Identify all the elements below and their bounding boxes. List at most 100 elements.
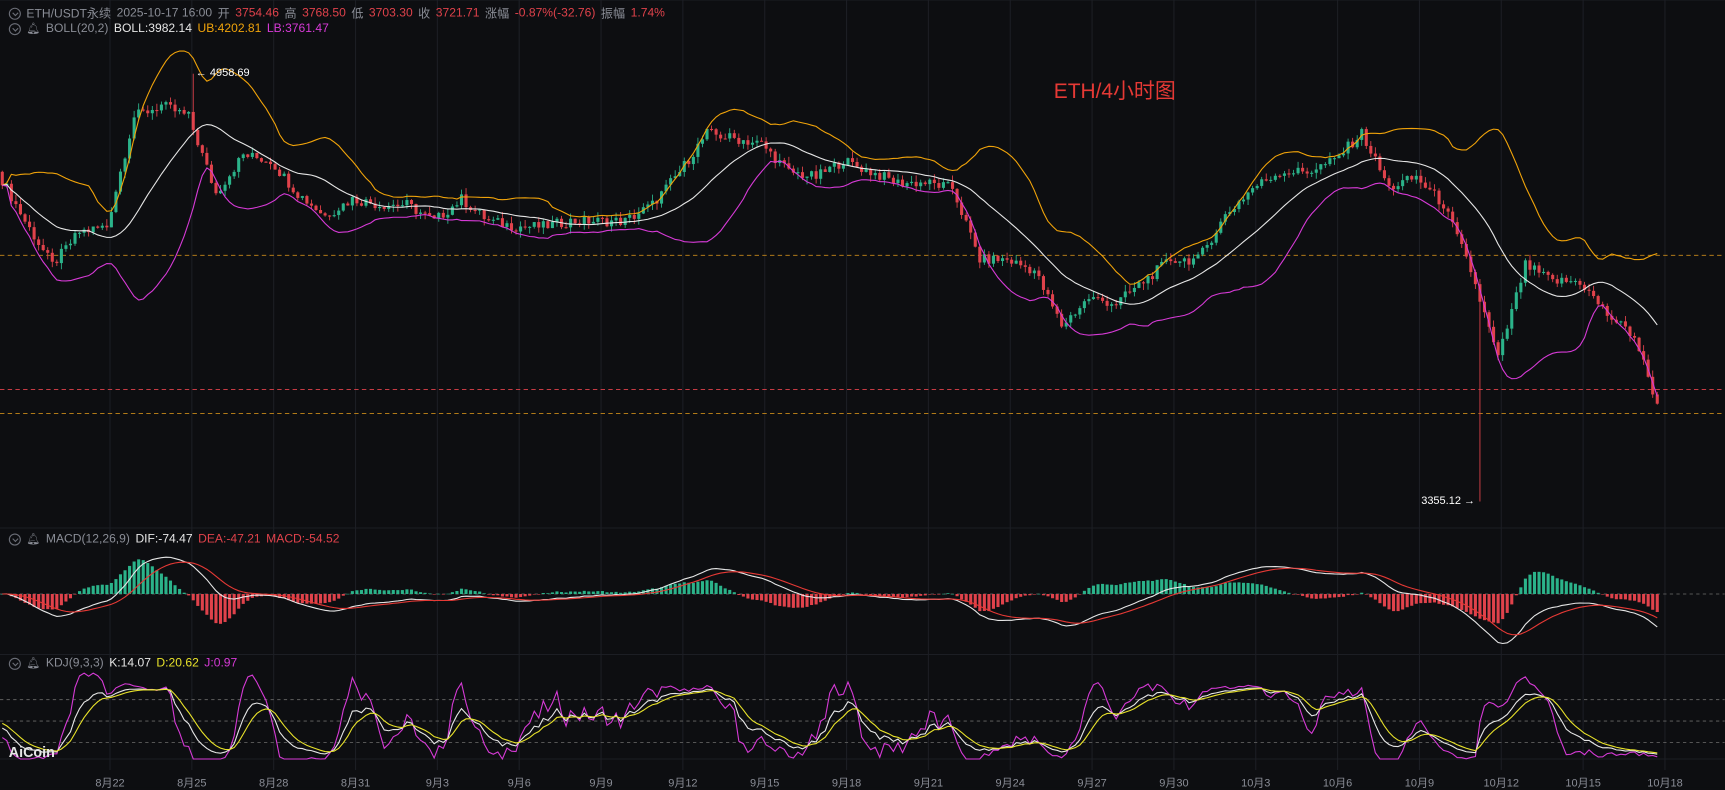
macd-histogram-bar <box>1601 594 1605 595</box>
candle-body <box>891 177 895 183</box>
macd-histogram-bar <box>132 561 136 594</box>
macd-histogram-bar <box>350 591 354 594</box>
candle-body <box>423 212 427 214</box>
candle-body <box>1005 258 1009 260</box>
candle-body <box>1532 265 1537 270</box>
candle-body <box>964 214 968 221</box>
macd-histogram-bar <box>82 588 86 594</box>
macd-histogram-bar <box>1628 594 1632 601</box>
symbol[interactable]: ETH/USDT永续 <box>26 7 112 21</box>
collapse-icon[interactable] <box>8 7 21 20</box>
macd-histogram-bar <box>878 594 882 597</box>
macd-histogram-bar <box>732 592 736 594</box>
macd-histogram-bar <box>882 594 886 596</box>
candle-body <box>1155 265 1159 280</box>
macd-histogram-bar <box>1587 588 1591 594</box>
macd-histogram-bar <box>1582 587 1587 594</box>
macd-histogram-bar <box>1537 571 1541 594</box>
candle-body <box>769 148 773 152</box>
candle-body <box>600 217 604 219</box>
candle-body <box>1264 179 1268 181</box>
candle-body <box>9 183 13 202</box>
macd-histogram-bar <box>250 594 254 598</box>
collapse-icon[interactable] <box>8 657 21 670</box>
macd-histogram-bar <box>64 594 68 602</box>
x-tick-label: 9月9 <box>589 777 613 790</box>
macd-histogram-bar <box>1410 594 1414 606</box>
macd-histogram-bar <box>241 594 245 604</box>
macd-histogram-bar <box>1191 587 1196 594</box>
macd-histogram-bar <box>168 580 173 594</box>
macd-histogram-bar <box>1237 582 1241 594</box>
macd-histogram-bar <box>1392 594 1396 612</box>
macd-histogram-bar <box>1178 582 1182 594</box>
candle-body <box>387 205 391 209</box>
boll-name[interactable]: BOLL(20,2) <box>45 22 109 36</box>
candle-body <box>37 239 41 245</box>
candle-body <box>182 109 186 114</box>
candle-body <box>109 212 113 228</box>
kdj-k: K:14.07 <box>109 656 151 670</box>
macd-histogram-bar <box>896 594 900 597</box>
macd-histogram-bar <box>1414 594 1418 604</box>
macd-histogram-bar <box>96 585 100 594</box>
candle-body <box>1537 265 1541 273</box>
macd-histogram-bar <box>1637 594 1641 603</box>
candle-body <box>1278 175 1282 177</box>
macd-histogram-bar <box>396 590 400 594</box>
kdj-name[interactable]: KDJ(9,3,3) <box>45 656 104 670</box>
macd-histogram-bar <box>910 594 914 597</box>
macd-histogram-bar <box>755 594 759 601</box>
macd-histogram-bar <box>919 594 923 596</box>
candle-body <box>364 199 368 206</box>
macd-histogram-bar <box>873 594 877 596</box>
candle-body <box>1351 141 1355 148</box>
collapse-icon[interactable] <box>8 532 21 546</box>
macd-histogram-bar <box>1460 594 1464 610</box>
candle-body <box>1428 187 1432 190</box>
candle-body <box>1178 261 1182 263</box>
macd-histogram-bar <box>1078 594 1082 595</box>
candle-body <box>1232 209 1236 213</box>
x-tick-label: 8月28 <box>258 777 289 790</box>
candle-body <box>1505 328 1509 339</box>
macd-histogram-bar <box>605 592 609 594</box>
bell-icon[interactable]: 🔔︎ <box>26 532 41 546</box>
macd-histogram-bar <box>178 588 182 594</box>
macd-histogram-bar <box>109 582 113 594</box>
macd-histogram-bar <box>1210 587 1214 594</box>
bell-icon[interactable]: 🔔︎ <box>26 657 41 670</box>
min-low-label: 3355.12 → <box>1421 495 1476 508</box>
candle-body <box>214 182 218 194</box>
macd-histogram-bar <box>528 594 532 596</box>
candle-body <box>1496 342 1500 356</box>
candle-body <box>782 160 786 164</box>
macd-histogram-bar <box>314 594 318 604</box>
macd-histogram-bar <box>1214 586 1218 594</box>
candle-body <box>828 166 832 172</box>
macd-histogram-bar <box>496 594 500 596</box>
macd-name[interactable]: MACD(12,26,9) <box>45 532 130 546</box>
macd-histogram-bar <box>1605 594 1609 597</box>
bell-icon[interactable]: 🔔︎ <box>26 22 41 35</box>
candle-body <box>1273 175 1277 180</box>
candle-body <box>273 164 277 170</box>
candle-body <box>1337 155 1341 159</box>
candle-body <box>714 129 718 135</box>
candle-body <box>291 187 295 193</box>
candle-body <box>846 158 850 166</box>
candle-body <box>882 172 886 180</box>
candle-body <box>937 183 941 188</box>
macd-histogram-bar <box>1282 591 1286 594</box>
candle-body <box>96 226 100 228</box>
macd-histogram-bar <box>1064 594 1068 602</box>
macd-histogram-bar <box>450 592 454 594</box>
candle-body <box>155 109 159 112</box>
candle-body <box>1578 280 1582 285</box>
macd-histogram-bar <box>769 594 773 604</box>
collapse-icon[interactable] <box>8 22 21 35</box>
candle-body <box>832 162 836 167</box>
macd-histogram-bar <box>1396 594 1400 612</box>
macd-histogram-bar <box>1069 594 1073 600</box>
